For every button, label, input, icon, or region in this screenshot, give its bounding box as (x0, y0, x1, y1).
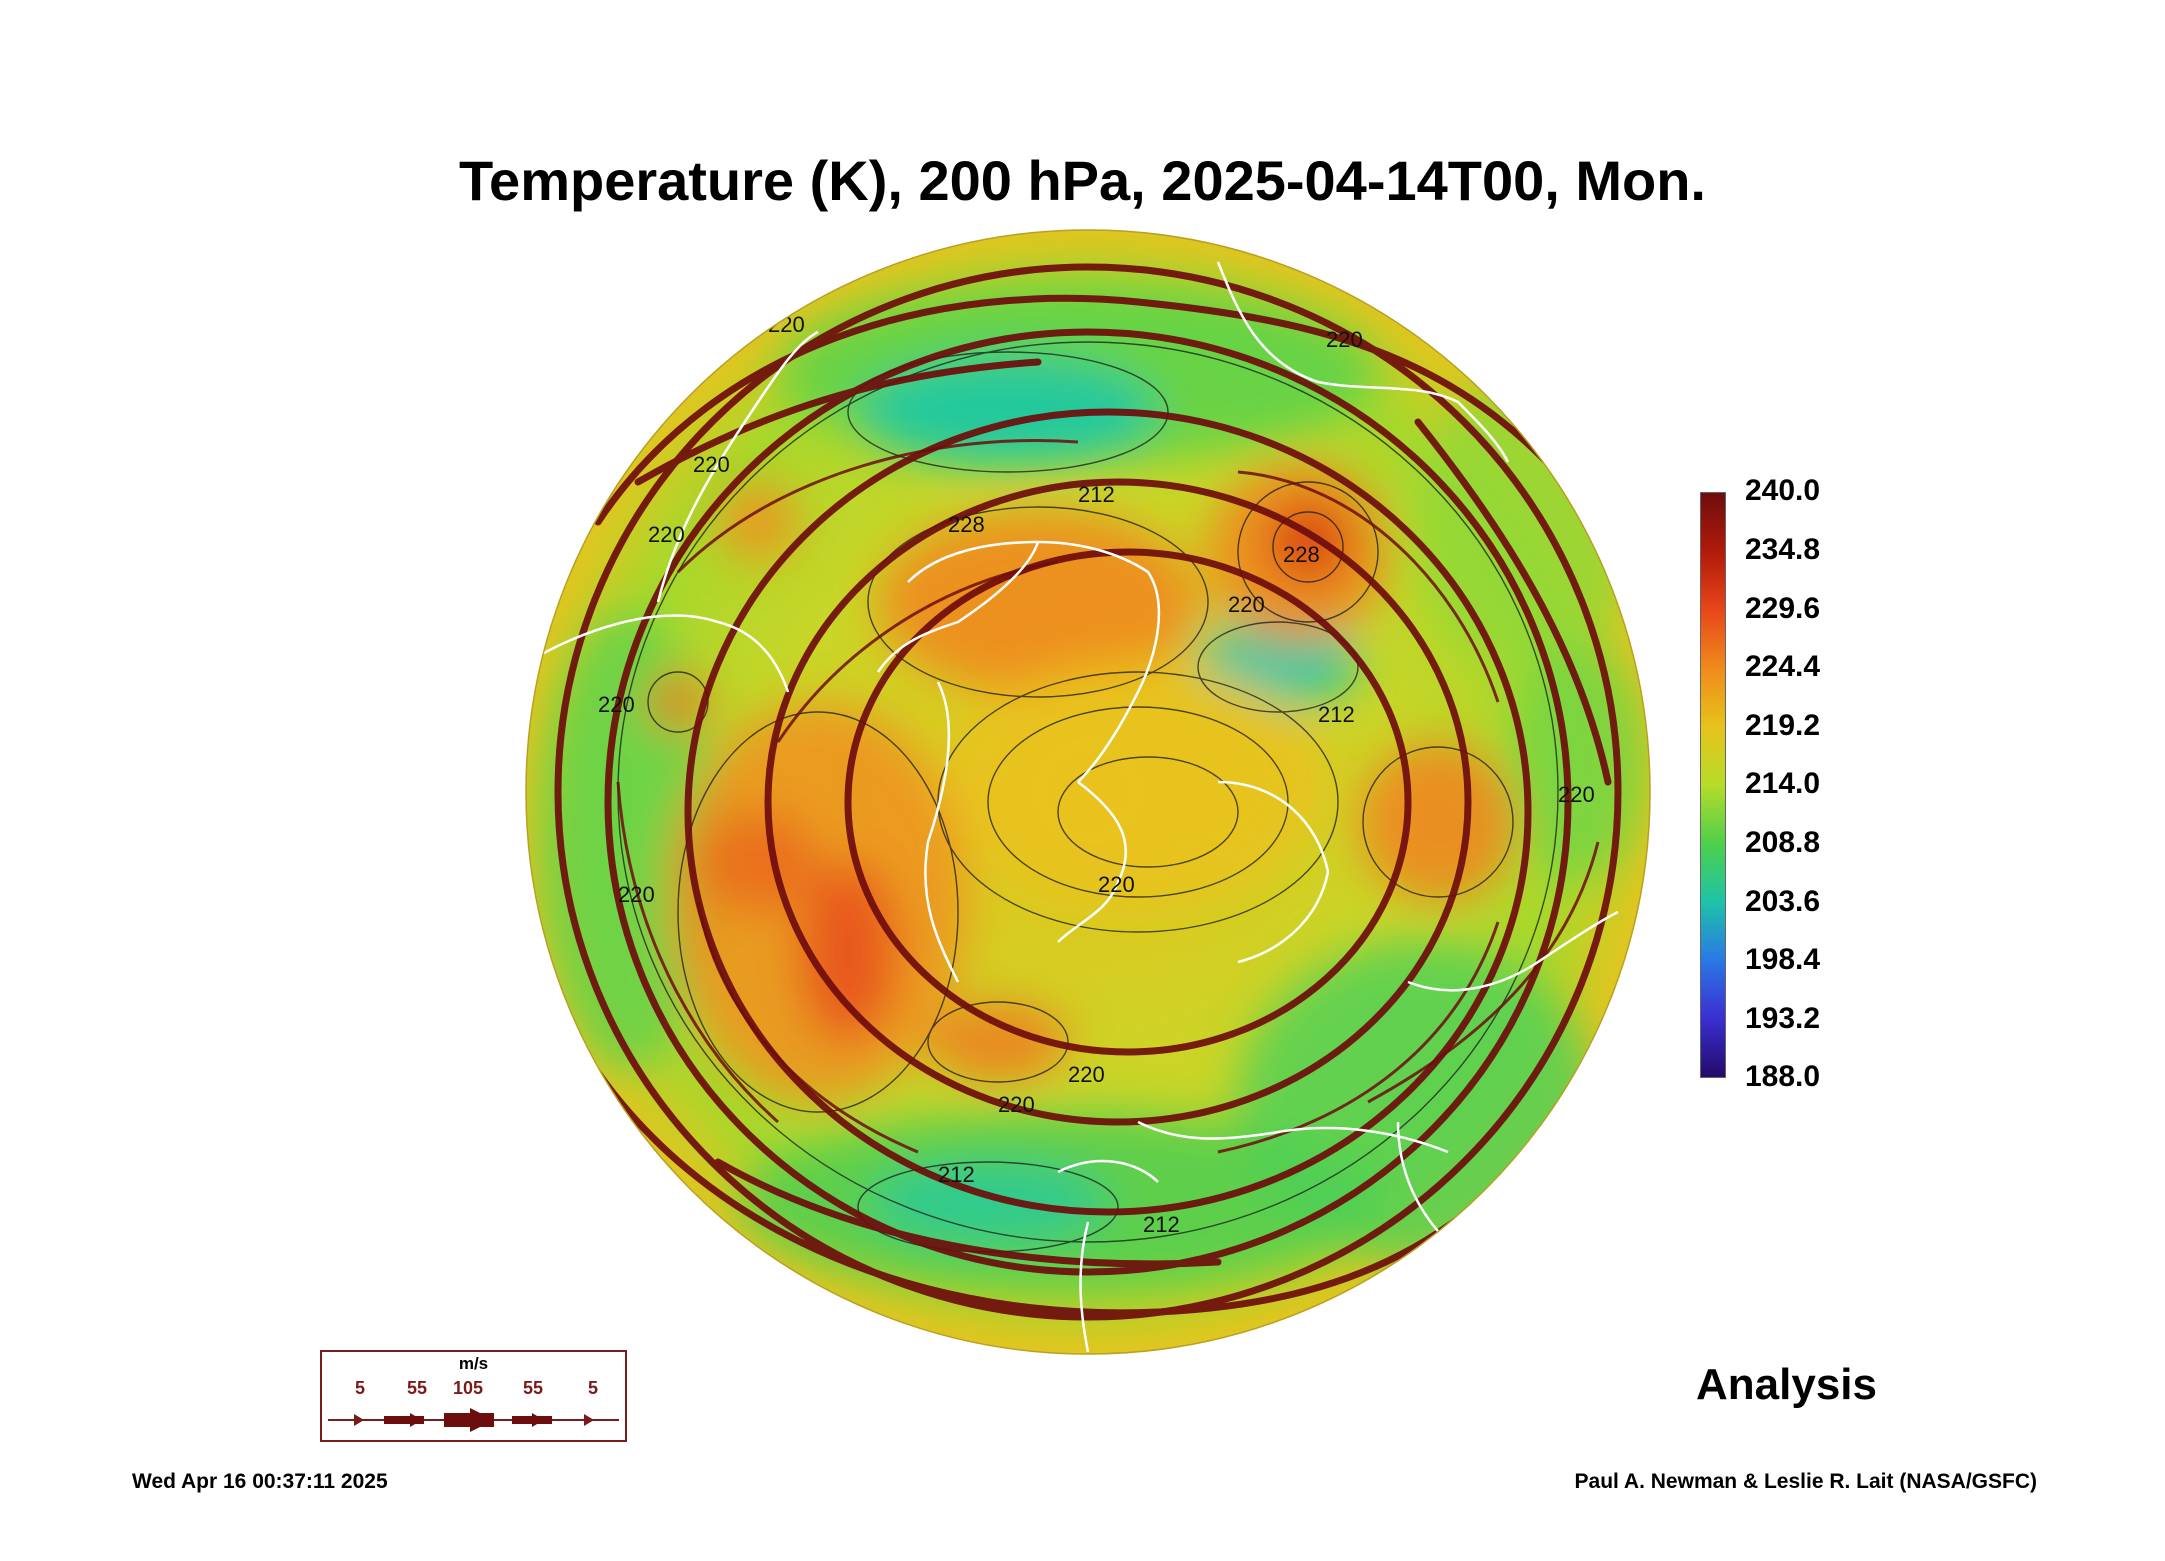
temperature-field: 220 220 220 220 220 220 220 212 212 212 … (526, 230, 1650, 1354)
contour-label: 212 (1078, 482, 1115, 507)
legend-value: 55 (523, 1378, 544, 1398)
colorbar-label: 208.8 (1745, 826, 1821, 859)
contour-label: 220 (618, 882, 655, 907)
colorbar-label: 219.2 (1745, 709, 1821, 742)
colorbar-label: 229.6 (1745, 592, 1821, 625)
contour-label: 220 (1326, 327, 1363, 352)
contour-label: 212 (938, 1162, 975, 1187)
timestamp: Wed Apr 16 00:37:11 2025 (132, 1470, 388, 1493)
isotherm-lines (617, 341, 1559, 1253)
contour-label: 228 (948, 512, 985, 537)
contour-label: 228 (1283, 542, 1320, 567)
contour-label: 220 (598, 692, 635, 717)
contour-label: 220 (648, 522, 685, 547)
contour-label: 220 (998, 1092, 1035, 1117)
contour-label: 220 (1068, 1062, 1105, 1087)
contour-label: 220 (1558, 782, 1595, 807)
legend-value: 55 (407, 1378, 428, 1398)
temperature-colorbar (1700, 492, 1726, 1078)
credit: Paul A. Newman & Leslie R. Lait (NASA/GS… (1574, 1470, 2037, 1493)
coastlines (527, 261, 1619, 1353)
polar-temperature-map: 220 220 220 220 220 220 220 212 212 212 … (525, 229, 1651, 1355)
contour-label: 220 (1228, 592, 1265, 617)
contour-label: 220 (1098, 872, 1135, 897)
colorbar-label: 214.0 (1745, 767, 1821, 800)
legend-value: 5 (588, 1378, 599, 1398)
contour-labels: 220 220 220 220 220 220 220 212 212 212 … (598, 312, 1595, 1237)
contour-label: 212 (1318, 702, 1355, 727)
colorbar-label: 240.0 (1745, 474, 1821, 507)
legend-unit: m/s (458, 1354, 489, 1373)
contour-label: 220 (768, 312, 805, 337)
colorbar-label: 188.0 (1745, 1060, 1821, 1093)
contour-label: 220 (693, 452, 730, 477)
wind-speed-legend: m/s 5 55 105 55 5 (320, 1350, 627, 1442)
colorbar-label: 234.8 (1745, 533, 1821, 566)
legend-value: 5 (355, 1378, 366, 1398)
colorbar-label: 198.4 (1745, 943, 1821, 976)
colorbar-label: 203.6 (1745, 885, 1821, 918)
legend-value: 105 (453, 1378, 484, 1398)
colorbar-label: 193.2 (1745, 1002, 1821, 1035)
map-title: Temperature (K), 200 hPa, 2025-04-14T00,… (459, 149, 1706, 212)
legend-arrow-scale (328, 1408, 619, 1432)
analysis-label: Analysis (1696, 1360, 1877, 1409)
contour-label: 212 (1143, 1212, 1180, 1237)
colorbar-label: 224.4 (1745, 650, 1821, 683)
